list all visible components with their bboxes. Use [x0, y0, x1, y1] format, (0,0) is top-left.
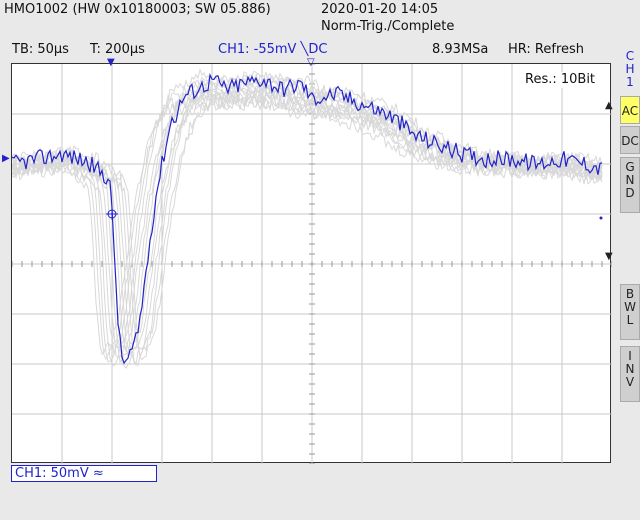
persistence-trace: [12, 71, 603, 367]
trace-end-dot: [599, 216, 603, 220]
timebase-readout[interactable]: TB: 50µs: [12, 42, 69, 57]
gnd-n: N: [625, 173, 635, 187]
scroll-up-arrow-icon[interactable]: ▲: [605, 100, 613, 111]
inv-button[interactable]: I N V: [620, 346, 640, 402]
channel-label-1: 1: [626, 75, 634, 89]
bwl-b: B: [625, 287, 635, 301]
waveform-display: [12, 64, 612, 464]
gnd-g: G: [625, 160, 635, 174]
trigger-position-marker-icon: ▼: [107, 57, 115, 68]
inv-v: V: [625, 375, 635, 389]
dc-coupling-button[interactable]: DC: [620, 126, 640, 154]
ch1-scale-box[interactable]: CH1: 50mV ≈: [11, 465, 157, 482]
ch1-trace-line: [12, 73, 603, 365]
ac-coupling-button[interactable]: AC: [620, 96, 640, 124]
scope-screen[interactable]: [11, 63, 612, 464]
center-marker-icon: ▽: [307, 57, 315, 68]
scroll-down-arrow-icon[interactable]: ▼: [605, 251, 613, 262]
sample-rate-readout: 8.93MSa: [432, 42, 489, 57]
ch1-trigger-readout[interactable]: CH1: -55mV ╲DC: [218, 42, 328, 57]
persistence-traces: [12, 68, 603, 369]
trigger-mode: Norm-Trig./Complete: [321, 19, 455, 34]
bwl-button[interactable]: B W L: [620, 284, 640, 340]
hr-readout[interactable]: HR: Refresh: [508, 42, 585, 57]
channel-label-c: C: [625, 49, 635, 63]
ch1-ground-marker-icon: ▶: [2, 153, 10, 164]
grid: [12, 64, 612, 464]
gnd-button[interactable]: G N D: [620, 157, 640, 213]
markers: [106, 208, 603, 220]
bwl-w: W: [624, 300, 636, 314]
inv-n: N: [625, 362, 635, 376]
device-info: HMO1002 (HW 0x10180003; SW 05.886): [4, 2, 271, 17]
gnd-d: D: [625, 186, 635, 200]
channel-label-h: H: [625, 62, 635, 76]
trigger-time-readout[interactable]: T: 200µs: [90, 42, 145, 57]
resolution-readout: Res.: 10Bit: [525, 72, 596, 88]
bwl-l: L: [626, 313, 634, 327]
date-time: 2020-01-20 14:05: [321, 2, 439, 17]
inv-i: I: [628, 349, 632, 363]
ch1-trace: [12, 73, 603, 365]
persistence-trace: [12, 93, 603, 355]
